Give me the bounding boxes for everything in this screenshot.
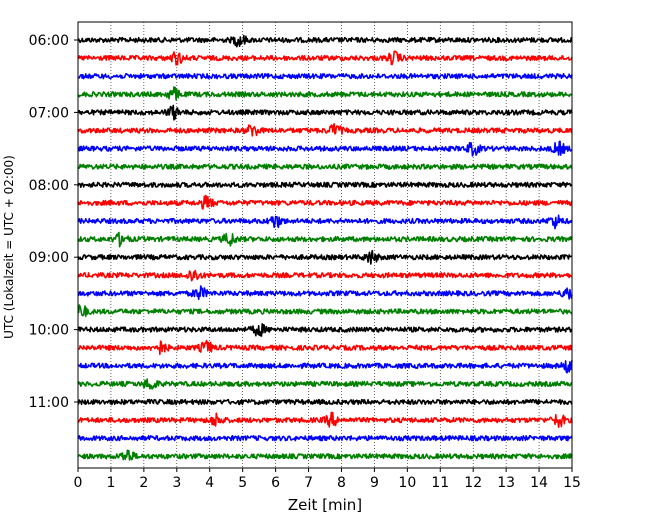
x-axis-label: Zeit [min] [288,496,362,514]
trace-21 [77,411,573,429]
x-tick-label: 8 [337,475,346,491]
trace-0 [77,34,573,48]
trace-10 [77,214,573,230]
y-tick-label: 08:00 [29,178,69,194]
x-tick-label: 4 [205,475,214,491]
trace-13 [77,269,573,282]
trace-19 [77,378,573,390]
plot-frame [77,21,573,469]
grid-layer [110,22,540,468]
trace-14 [77,285,573,301]
x-tick-label: 14 [530,475,548,491]
y-tick-label: 11:00 [29,395,69,411]
trace-3 [77,86,573,101]
x-tick-label: 1 [106,475,115,491]
trace-1 [77,50,573,66]
y-axis-label: UTC (Lokalzeit = UTC + 02:00) [2,155,16,339]
x-tick-label: 5 [238,475,247,491]
trace-2 [77,73,573,80]
x-tick-label: 7 [304,475,313,491]
trace-9 [77,194,573,210]
x-tick-label: 15 [563,475,581,491]
trace-16 [77,322,573,337]
trace-layer [77,34,573,461]
trace-4 [77,104,573,121]
trace-18 [77,360,573,374]
x-tick-label: 2 [139,475,148,491]
trace-6 [77,140,573,157]
trace-17 [77,339,573,356]
y-tick-label: 06:00 [29,33,69,49]
trace-11 [77,231,573,248]
x-tick-label: 13 [497,475,515,491]
trace-22 [77,435,573,442]
x-tick-label: 0 [74,475,83,491]
trace-20 [77,398,573,406]
x-tick-label: 12 [464,475,482,491]
trace-15 [77,304,573,318]
y-tick-label: 07:00 [29,105,69,121]
x-tick-label: 9 [370,475,379,491]
x-tick-label: 3 [172,475,181,491]
trace-7 [77,163,573,170]
x-tick-label: 11 [431,475,449,491]
y-tick-label: 10:00 [29,323,69,339]
x-axis: 0 1 2 3 4 5 6 7 8 9 10 11 12 13 14 15 [74,468,581,491]
trace-5 [77,122,573,137]
y-axis: 06:00 07:00 08:00 09:00 10:00 11:00 [29,33,78,411]
trace-12 [77,249,573,265]
x-tick-label: 10 [398,475,416,491]
trace-8 [77,181,573,188]
y-tick-label: 09:00 [29,250,69,266]
x-tick-label: 6 [271,475,280,491]
trace-23 [77,449,573,461]
